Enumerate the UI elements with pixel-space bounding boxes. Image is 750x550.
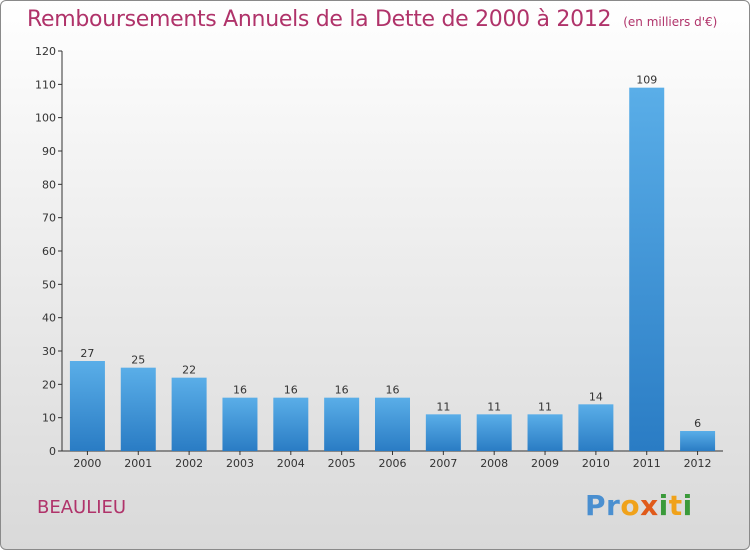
y-tick-label: 0 — [49, 445, 56, 458]
y-tick-label: 70 — [42, 212, 56, 225]
bar-value-label: 25 — [131, 354, 145, 367]
y-tick-label: 10 — [42, 412, 56, 425]
commune-name: BEAULIEU — [37, 497, 127, 518]
y-tick-label: 50 — [42, 278, 56, 291]
y-tick-label: 90 — [42, 145, 56, 158]
x-tick-label: 2005 — [328, 457, 356, 470]
bar-2005 — [324, 397, 360, 451]
bar-value-label: 16 — [386, 384, 400, 397]
bar-value-label: 22 — [182, 364, 196, 377]
bar-2008 — [476, 414, 512, 451]
bar-2010 — [578, 404, 614, 451]
bar-2007 — [425, 414, 461, 451]
bar-value-label: 16 — [335, 384, 349, 397]
bar-2003 — [222, 397, 258, 451]
x-tick-label: 2002 — [175, 457, 203, 470]
x-tick-label: 2006 — [379, 457, 407, 470]
chart-title: Remboursements Annuels de la Dette de 20… — [27, 7, 612, 32]
bar-value-label: 14 — [589, 390, 603, 403]
bar-2004 — [273, 397, 309, 451]
bar-2011 — [629, 87, 665, 452]
y-tick-label: 30 — [42, 345, 56, 358]
bar-value-label: 16 — [233, 384, 247, 397]
bar-2006 — [375, 397, 410, 451]
x-tick-label: 2008 — [480, 457, 508, 470]
bar-value-labels: 27 25 22 16 16 16 16 11 11 11 14 109 6 — [80, 74, 701, 430]
bar-value-label: 6 — [694, 417, 701, 430]
y-axis: 0 10 20 30 40 50 60 70 80 90 100 110 120 — [35, 45, 63, 458]
y-tick-label: 40 — [42, 312, 56, 325]
bar-value-label: 109 — [636, 74, 657, 87]
bar-value-label: 27 — [80, 347, 94, 360]
x-tick-label: 2007 — [429, 457, 457, 470]
x-tick-label: 2001 — [124, 457, 152, 470]
bar-value-label: 11 — [538, 400, 552, 413]
chart-header: Remboursements Annuels de la Dette de 20… — [27, 7, 717, 32]
y-tick-label: 60 — [42, 245, 56, 258]
y-tick-label: 120 — [35, 45, 56, 58]
chart-subtitle: (en milliers d'€) — [623, 15, 718, 29]
y-tick-label: 100 — [35, 112, 56, 125]
bar-value-label: 16 — [284, 384, 298, 397]
x-tick-label: 2009 — [531, 457, 559, 470]
x-tick-label: 2000 — [73, 457, 101, 470]
x-tick-label: 2011 — [633, 457, 661, 470]
bar-value-label: 11 — [487, 400, 501, 413]
y-tick-label: 20 — [42, 378, 56, 391]
x-axis: 2000 2001 2002 2003 2004 2005 2006 2007 2008 2009… — [62, 450, 723, 470]
x-tick-label: 2003 — [226, 457, 254, 470]
y-tick-label: 110 — [35, 78, 56, 91]
bar-2002 — [171, 377, 207, 451]
x-tick-label: 2004 — [277, 457, 305, 470]
y-tick-label: 80 — [42, 178, 56, 191]
x-tick-label: 2012 — [684, 457, 712, 470]
proxiti-logo[interactable]: Proxiti — [585, 489, 693, 522]
bar-2012 — [680, 431, 716, 451]
x-tick-label: 2010 — [582, 457, 610, 470]
bar-2000 — [69, 361, 105, 451]
bars — [69, 87, 716, 452]
bar-2009 — [527, 414, 563, 451]
bar-value-label: 11 — [436, 400, 450, 413]
bar-2001 — [120, 367, 156, 451]
